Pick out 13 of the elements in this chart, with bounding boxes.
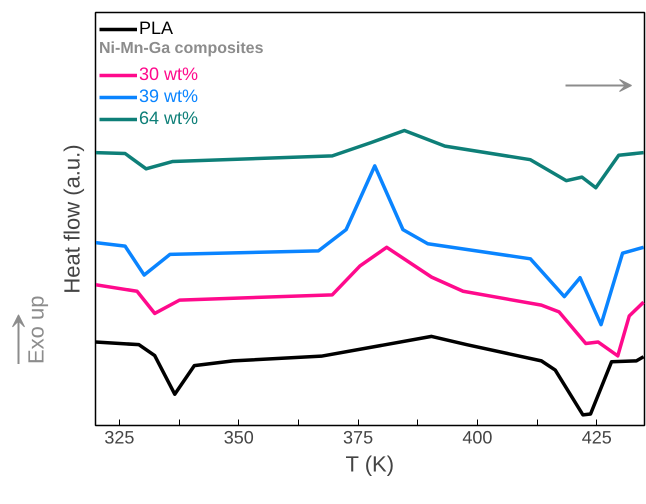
- legend-label: 64 wt%: [139, 108, 198, 129]
- x-tick-label: 350: [224, 428, 254, 448]
- y-axis-title: Heat flow (a.u.): [60, 144, 84, 294]
- legend-label: 30 wt%: [139, 64, 198, 85]
- x-tick-label: 325: [104, 428, 134, 448]
- x-tick-label: 375: [343, 428, 374, 448]
- x-tick-label: 400: [462, 428, 492, 448]
- legend-title: Ni-Mn-Ga composites: [99, 40, 264, 58]
- x-axis-title: T (K): [346, 452, 394, 476]
- text: Exo up: [24, 296, 48, 364]
- legend-label: 39 wt%: [139, 86, 198, 107]
- legend-label: PLA: [139, 18, 174, 39]
- x-tick-label: 425: [582, 428, 612, 448]
